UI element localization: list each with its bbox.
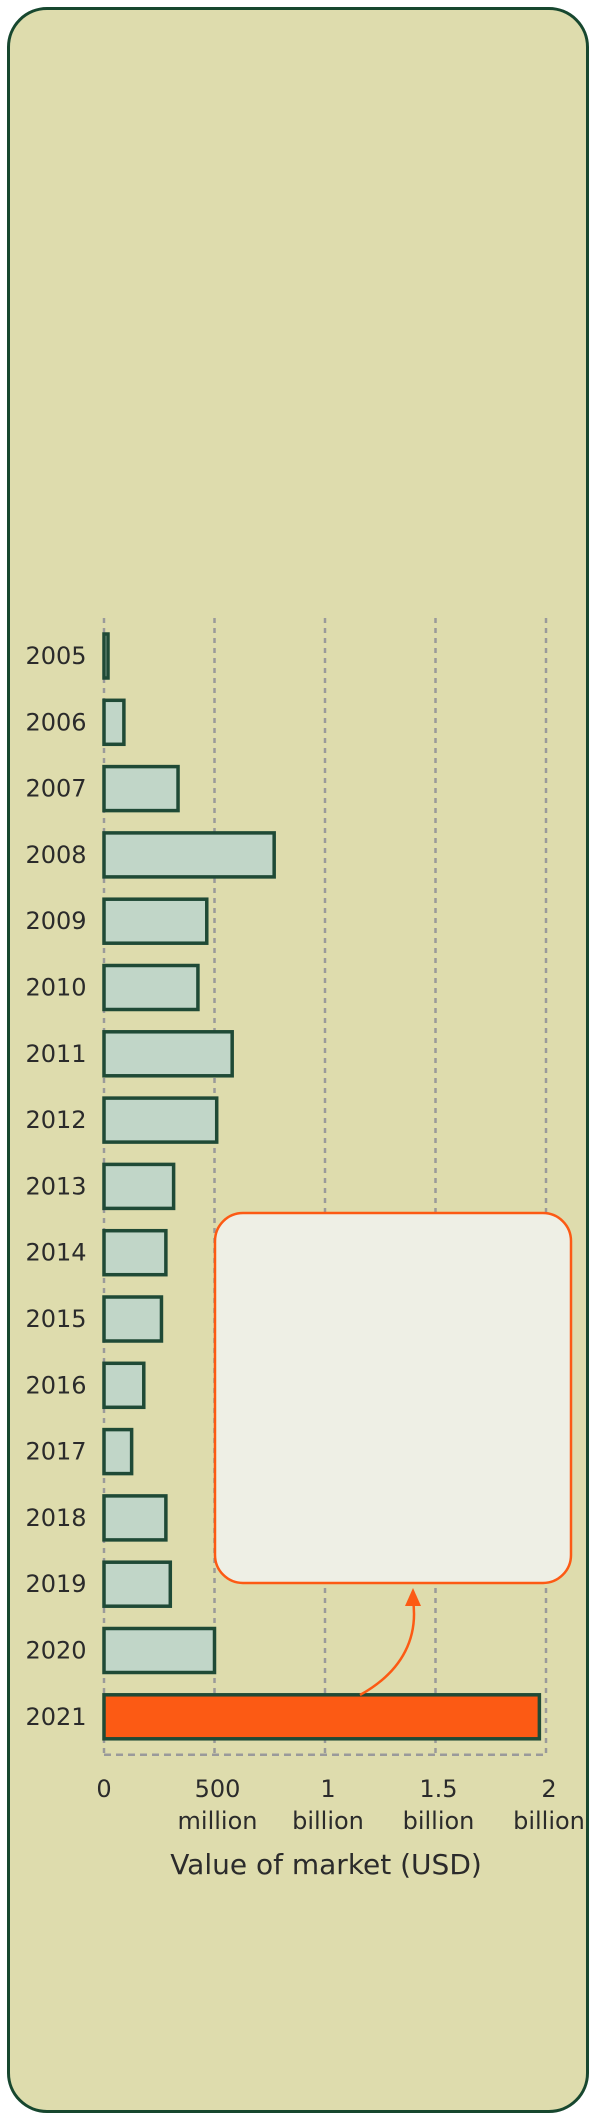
x-tick-label-2-line-0: 1: [320, 1775, 335, 1803]
x-tick-label-1-line-1: million: [178, 1807, 258, 1835]
y-tick-label-2014: 2014: [25, 1239, 86, 1267]
y-tick-label-2009: 2009: [25, 907, 86, 935]
bar-2007: [102, 764, 180, 813]
bar-2018: [102, 1494, 168, 1542]
bar-2006: [102, 698, 126, 747]
y-tick-label-2008: 2008: [25, 841, 86, 869]
bar-2020: [102, 1626, 217, 1675]
y-tick-label-2011: 2011: [25, 1040, 86, 1068]
y-tick-label-2007: 2007: [25, 775, 86, 803]
y-tick-label-2016: 2016: [25, 1371, 86, 1399]
bar-chart: 2005 2006 2007 2008 2009 2010 2011 2012 2013 2014…: [25, 618, 585, 1881]
x-axis-title: Value of market (USD): [170, 1848, 482, 1881]
annotation-box: [213, 1211, 573, 1585]
bar-2014: [102, 1228, 168, 1277]
y-tick-label-2012: 2012: [25, 1106, 86, 1134]
annotation-arrowhead: [405, 1588, 421, 1606]
y-tick-label-2015: 2015: [25, 1305, 86, 1333]
y-tick-label-2020: 2020: [25, 1637, 86, 1665]
x-tick-label-0-line-0: 0: [96, 1775, 111, 1803]
y-tick-label-2005: 2005: [25, 642, 86, 670]
x-axis-tick-labels: 0 500 million 1 billion 1.5 billion 2 billion: [96, 1775, 585, 1835]
chart-card: 2005 2006 2007 2008 2009 2010 2011 2012 2013 2014…: [7, 7, 589, 2113]
bar-2021: [102, 1693, 542, 1741]
y-tick-label-2013: 2013: [25, 1172, 86, 1200]
y-tick-label-2017: 2017: [25, 1438, 86, 1466]
y-tick-label-2018: 2018: [25, 1504, 86, 1532]
x-tick-label-4-line-0: 2: [541, 1775, 556, 1803]
x-tick-label-3-line-0: 1.5: [419, 1775, 457, 1803]
y-axis-labels: 2005 2006 2007 2008 2009 2010 2011 2012 2013 2014…: [25, 642, 86, 1731]
x-tick-label-3-line-1: billion: [403, 1807, 475, 1835]
bar-2015: [102, 1295, 164, 1343]
x-tick-label-4-line-1: billion: [513, 1807, 585, 1835]
bar-2017: [102, 1427, 134, 1476]
bar-2010: [102, 963, 200, 1012]
bar-2013: [102, 1162, 176, 1211]
bars: [102, 632, 542, 1741]
y-tick-label-2019: 2019: [25, 1570, 86, 1598]
bar-2012: [102, 1096, 219, 1144]
x-tick-label-1-line-0: 500: [195, 1775, 241, 1803]
y-tick-label-2010: 2010: [25, 974, 86, 1002]
x-tick-label-2-line-1: billion: [292, 1807, 364, 1835]
bar-2005: [102, 632, 110, 680]
y-tick-label-2006: 2006: [25, 708, 86, 736]
annotation-arrow: [359, 1599, 416, 1697]
bar-2016: [102, 1361, 146, 1410]
y-tick-label-2021: 2021: [25, 1703, 86, 1731]
bar-2019: [102, 1560, 173, 1608]
bar-2011: [102, 1030, 234, 1078]
bar-2008: [102, 831, 276, 879]
bar-2009: [102, 897, 209, 945]
gridlines: [102, 618, 548, 1757]
